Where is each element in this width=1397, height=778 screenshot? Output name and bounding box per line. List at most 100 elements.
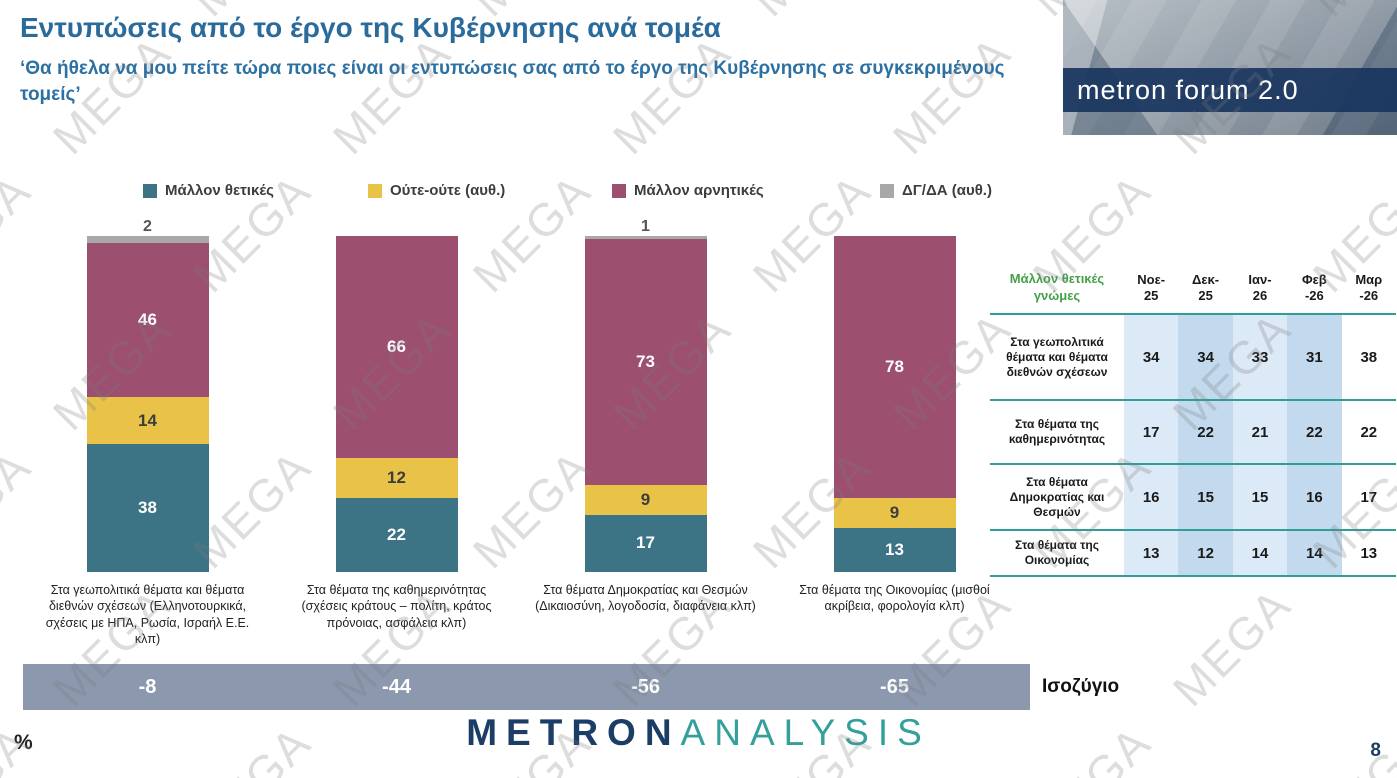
bar-segment: 14 [86,397,209,445]
legend-label: Μάλλον αρνητικές [634,182,764,199]
bar-segment: 9 [584,484,707,515]
segment-value-label: 17 [636,533,655,553]
bar-segment [584,236,707,240]
dk-value-label: 2 [143,218,152,235]
month-header-cell: Φεβ -26 [1301,271,1327,303]
legend-label: ΔΓ/ΔΑ (αυθ.) [902,182,992,199]
value-cell: 15 [1178,464,1233,530]
row-label-cell: Στα θέματα Δημοκρατίας και Θεσμών [1009,474,1105,519]
month-header-cell: Ιαν- 26 [1248,271,1272,303]
metron-forum-logo: metron forum 2.0 [1063,68,1397,112]
value-cell: 13 [1124,530,1179,576]
value-cell: 12 [1178,530,1233,576]
value-cell: 34 [1178,314,1233,400]
month-header-cell: Μαρ -26 [1355,271,1383,303]
row-label-cell: Στα θέματα της καθημερινότητας [1008,417,1106,446]
segment-value-label: 22 [387,525,406,545]
balance-value: -44 [382,675,411,698]
legend: Μάλλον θετικές Ούτε-ούτε (αυθ.) Μάλλον αρν… [0,182,1060,204]
category-label: Στα γεωπολιτικά θέματα και θέματα διεθνώ… [45,583,250,646]
page-subtitle: ‘Θα ήθελα να μου πείτε τώρα ποιες είναι … [20,58,1005,105]
bar-segment: 46 [86,242,209,398]
balance-value: -65 [880,675,909,698]
segment-value-label: 9 [889,503,900,523]
category-label: Στα θέματα της καθημερινότητας (σχέσεις … [301,583,492,630]
value-cell: 21 [1232,400,1288,464]
segment-value-label: 66 [387,336,406,356]
bar-chart: 2 46 14 38 66 12 22 1 73 9 17 78 9 13 [23,218,1019,572]
bar-segment: 9 [833,498,956,529]
month-header-cell: Δεκ- 25 [1192,271,1220,303]
page-number: 8 [1370,740,1381,761]
value-cell: 16 [1287,464,1342,530]
segment-value-label: 13 [885,540,904,560]
value-cell: 34 [1124,314,1179,400]
bar-slot: 66 12 22 [272,236,521,572]
segment-value-label: 9 [640,489,651,509]
legend-swatch [612,183,626,198]
category-labels: Στα γεωπολιτικά θέματα και θέματα διεθνώ… [23,582,1019,647]
bar-segment: 66 [335,236,458,458]
bar-segment: 73 [584,239,707,485]
value-cell: 16 [1124,464,1179,530]
bar-segment [86,236,209,243]
logo-metron-text: METRON [466,712,681,753]
table-title-cell: Μάλλον θετικές γνώμες [1009,271,1105,303]
balance-value: -56 [631,675,660,698]
bar-segment: 12 [335,457,458,499]
balance-title: Ισοζύγιο [1042,676,1120,697]
category-label: Στα θέματα Δημοκρατίας και Θεσμών (Δικαι… [535,583,756,614]
value-cell: 33 [1232,314,1288,400]
metron-analysis-logo: METRONANALYSIS [0,712,1397,754]
monthly-table: Μάλλον θετικές γνώμες Νοε- 25 Δεκ- 25 Ιαν- … [990,262,1396,577]
bar-segment: 17 [584,514,707,572]
row-label-cell: Στα θέματα της Οικονομίας [1014,538,1099,567]
value-cell: 17 [1124,400,1179,464]
table-body: Στα γεωπολιτικά θέματα και θέματα διεθνώ… [990,314,1396,576]
legend-item: Μάλλον θετικές [143,182,274,199]
legend-swatch [368,183,382,198]
segment-value-label: 12 [387,467,406,487]
category-label: Στα θέματα της Οικονομίας (μισθοί ακρίβε… [799,583,990,614]
value-cell: 14 [1287,530,1342,576]
bar-segment: 38 [86,444,209,572]
value-cell: 14 [1232,530,1288,576]
value-cell: 17 [1341,464,1396,530]
segment-value-label: 14 [138,410,157,430]
legend-label: Μάλλον θετικές [165,182,274,199]
bar-slot: 1 73 9 17 [521,218,770,572]
value-cell: 38 [1341,314,1396,400]
legend-swatch [880,183,894,198]
row-label-cell: Στα γεωπολιτικά θέματα και θέματα διεθνώ… [1006,334,1108,379]
month-header-cell: Νοε- 25 [1137,271,1166,303]
value-cell: 22 [1178,400,1233,464]
value-cell: 22 [1341,400,1396,464]
segment-value-label: 38 [138,498,157,518]
table-header-row: Μάλλον θετικές γνώμες Νοε- 25 Δεκ- 25 Ιαν- … [990,262,1396,314]
table-row: Στα γεωπολιτικά θέματα και θέματα διεθνώ… [990,314,1396,400]
value-cell: 22 [1287,400,1342,464]
balance-strip: -8 -44 -56 -65 [23,664,1030,710]
percent-label: % [14,731,33,754]
legend-item: Ούτε-ούτε (αυθ.) [368,182,505,199]
value-cell: 15 [1232,464,1288,530]
segment-value-label: 73 [636,351,655,371]
value-cell: 13 [1341,530,1396,576]
value-cell: 31 [1287,314,1342,400]
legend-swatch [143,183,157,198]
segment-value-label: 78 [885,357,904,377]
segment-value-label: 46 [138,309,157,329]
legend-item: Μάλλον αρνητικές [612,182,764,199]
bar-slot: 78 9 13 [770,236,1019,572]
table-head: Μάλλον θετικές γνώμες Νοε- 25 Δεκ- 25 Ιαν- … [990,262,1396,314]
bar-segment: 22 [335,498,458,572]
stacked-bar: 2 46 14 38 [86,218,209,572]
bar-slot: 2 46 14 38 [23,218,272,572]
balance-value: -8 [138,675,157,698]
page-title: Εντυπώσεις από το έργο της Κυβέρνησης αν… [20,12,721,43]
bar-segment: 78 [833,236,956,499]
stacked-bar: 1 73 9 17 [584,218,707,572]
legend-item: ΔΓ/ΔΑ (αυθ.) [880,182,992,199]
bar-segment: 13 [833,528,956,572]
